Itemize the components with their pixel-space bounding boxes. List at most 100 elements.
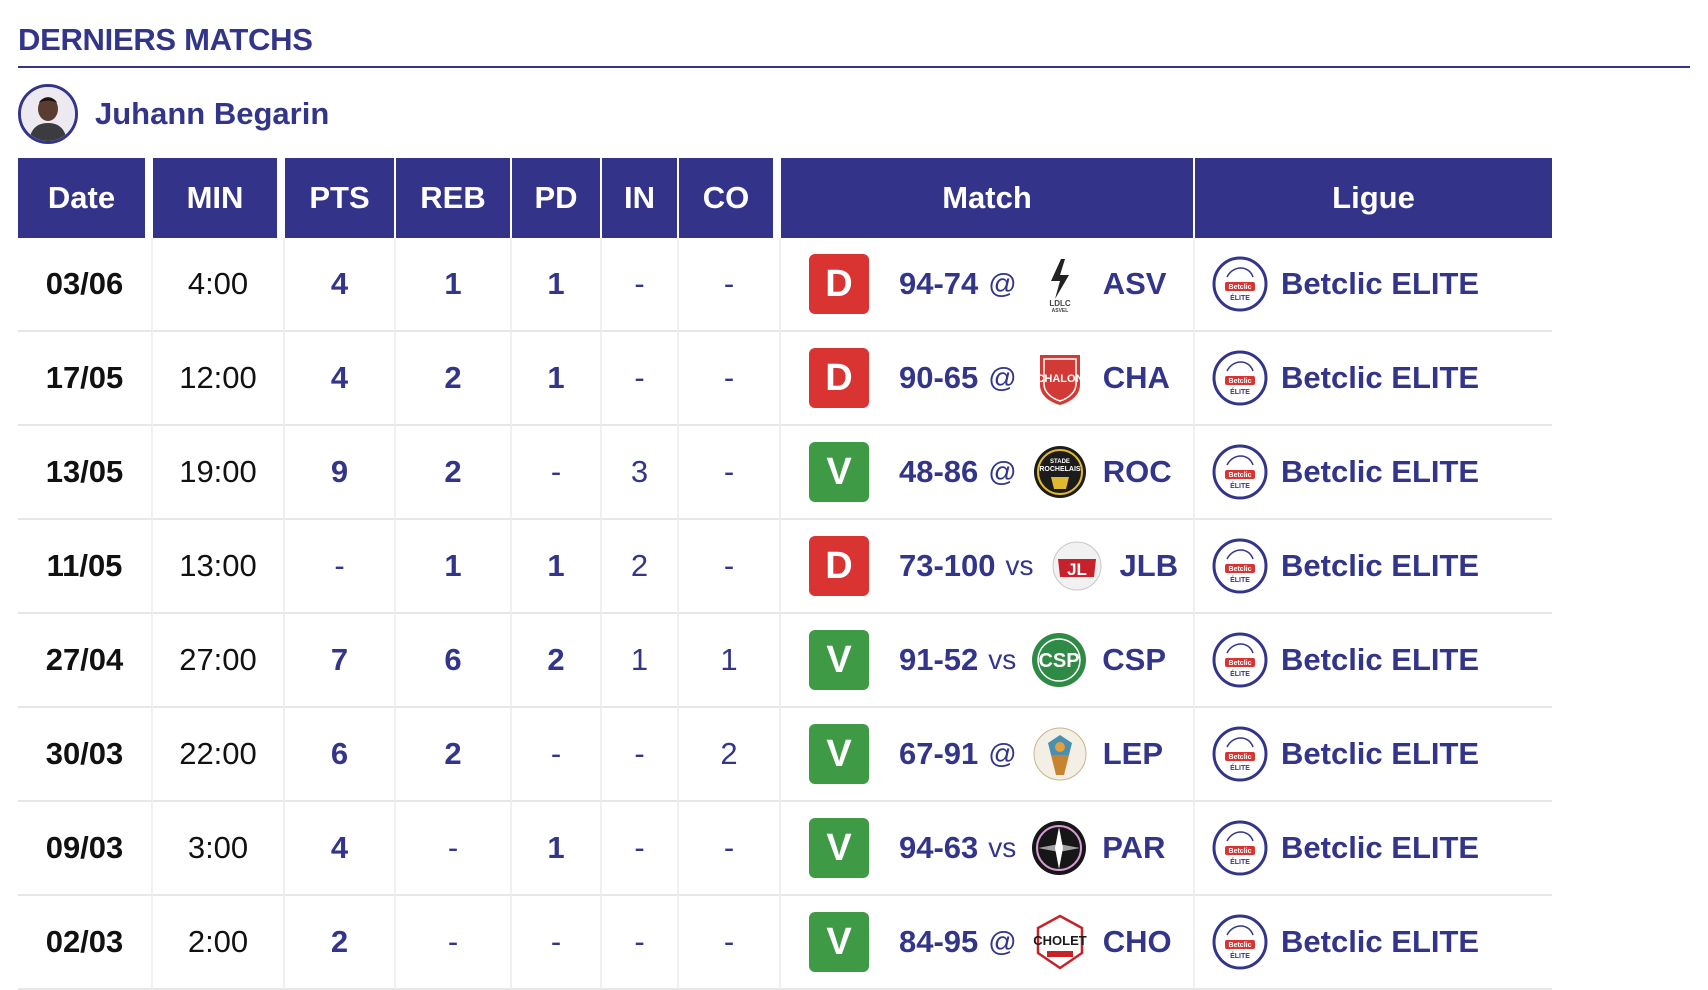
league-name-link[interactable]: Betclic ELITE — [1281, 736, 1480, 771]
league-name-link[interactable]: Betclic ELITE — [1281, 454, 1480, 489]
player-name-link[interactable]: Juhann Begarin — [95, 96, 330, 131]
match-cell[interactable]: D 90-65 @ CHALON CHA — [781, 332, 1195, 426]
league-cell[interactable]: Betclic ÉLITE Betclic ELITE — [1195, 426, 1552, 520]
league-cell[interactable]: Betclic ÉLITE Betclic ELITE — [1195, 708, 1552, 802]
blocks-cell: - — [679, 520, 781, 614]
table-row: 09/03 3:00 4 - 1 - - V 94-63 vs PAR Betc… — [18, 802, 1552, 896]
score-link[interactable]: 94-74 — [899, 266, 979, 301]
opponent-abbr[interactable]: LEP — [1102, 736, 1164, 771]
steals-cell: - — [602, 708, 679, 802]
date-cell: 02/03 — [18, 896, 153, 990]
date-cell: 17/05 — [18, 332, 153, 426]
result-badge: V — [809, 818, 869, 878]
header-match: Match — [781, 158, 1195, 238]
assists-cell: 1 — [512, 238, 602, 332]
score-link[interactable]: 90-65 — [899, 360, 979, 395]
assists-cell: 1 — [512, 802, 602, 896]
league-cell[interactable]: Betclic ÉLITE Betclic ELITE — [1195, 614, 1552, 708]
league-cell[interactable]: Betclic ÉLITE Betclic ELITE — [1195, 896, 1552, 990]
stade-rochelais-icon: STADE ROCHELAIS — [1031, 443, 1089, 501]
minutes-cell: 12:00 — [153, 332, 285, 426]
score-link[interactable]: 48-86 — [899, 454, 979, 489]
opponent-abbr[interactable]: ROC — [1102, 454, 1172, 489]
header-co[interactable]: CO — [679, 158, 781, 238]
league-name-link[interactable]: Betclic ELITE — [1281, 830, 1480, 865]
svg-text:STADE: STADE — [1050, 459, 1070, 465]
score-link[interactable]: 91-52 — [899, 642, 979, 677]
header-min[interactable]: MIN — [153, 158, 285, 238]
match-cell[interactable]: D 94-74 @ LDLC ASVEL ASV — [781, 238, 1195, 332]
minutes-cell: 27:00 — [153, 614, 285, 708]
date-cell: 03/06 — [18, 238, 153, 332]
blocks-cell: - — [679, 426, 781, 520]
header-in[interactable]: IN — [602, 158, 679, 238]
svg-text:LDLC: LDLC — [1049, 299, 1071, 308]
header-date[interactable]: Date — [18, 158, 153, 238]
points-cell: 6 — [285, 708, 396, 802]
match-cell[interactable]: D 73-100 vs JL JLB — [781, 520, 1195, 614]
header-reb[interactable]: REB — [396, 158, 512, 238]
steals-cell: 1 — [602, 614, 679, 708]
league-cell[interactable]: Betclic ÉLITE Betclic ELITE — [1195, 332, 1552, 426]
score-link[interactable]: 84-95 — [899, 924, 979, 959]
svg-text:Betclic: Betclic — [1229, 660, 1252, 667]
league-name-link[interactable]: Betclic ELITE — [1281, 548, 1480, 583]
opponent-abbr[interactable]: JLB — [1119, 548, 1179, 583]
rebounds-cell: - — [396, 802, 512, 896]
betclic-elite-icon: Betclic ÉLITE — [1211, 443, 1269, 501]
match-cell[interactable]: V 94-63 vs PAR — [781, 802, 1195, 896]
rebounds-cell: 1 — [396, 520, 512, 614]
league-cell[interactable]: Betclic ÉLITE Betclic ELITE — [1195, 238, 1552, 332]
points-cell: - — [285, 520, 396, 614]
steals-cell: - — [602, 332, 679, 426]
cholet-basket-icon: CHOLET — [1031, 913, 1089, 971]
csp-limoges-icon: CSP — [1030, 631, 1088, 689]
table-row: 11/05 13:00 - 1 1 2 - D 73-100 vs JL JLB… — [18, 520, 1552, 614]
opponent-abbr[interactable]: CHA — [1102, 360, 1170, 395]
result-badge: V — [809, 630, 869, 690]
svg-text:ÉLITE: ÉLITE — [1230, 481, 1250, 490]
assists-cell: 2 — [512, 614, 602, 708]
table-row: 02/03 2:00 2 - - - - V 84-95 @ CHOLET CH… — [18, 896, 1552, 990]
league-name-link[interactable]: Betclic ELITE — [1281, 924, 1480, 959]
league-cell[interactable]: Betclic ÉLITE Betclic ELITE — [1195, 802, 1552, 896]
league-cell[interactable]: Betclic ÉLITE Betclic ELITE — [1195, 520, 1552, 614]
opponent-abbr[interactable]: CSP — [1102, 642, 1167, 677]
player-photo-icon — [21, 87, 75, 141]
date-cell: 11/05 — [18, 520, 153, 614]
score-link[interactable]: 94-63 — [899, 830, 979, 865]
svg-text:ÉLITE: ÉLITE — [1230, 387, 1250, 396]
match-cell[interactable]: V 91-52 vs CSP CSP — [781, 614, 1195, 708]
match-cell[interactable]: V 67-91 @ LEP — [781, 708, 1195, 802]
blocks-cell: 2 — [679, 708, 781, 802]
svg-text:CSP: CSP — [1039, 650, 1080, 672]
match-cell[interactable]: V 84-95 @ CHOLET CHO — [781, 896, 1195, 990]
svg-text:Betclic: Betclic — [1229, 472, 1252, 479]
points-cell: 4 — [285, 332, 396, 426]
score-link[interactable]: 67-91 — [899, 736, 979, 771]
points-cell: 4 — [285, 802, 396, 896]
score-link[interactable]: 73-100 — [899, 548, 996, 583]
table-row: 30/03 22:00 6 2 - - 2 V 67-91 @ LEP Betc… — [18, 708, 1552, 802]
player-header[interactable]: Juhann Begarin — [18, 84, 329, 144]
table-header-row: Date MIN PTS REB PD IN CO Match Ligue — [18, 158, 1552, 238]
minutes-cell: 2:00 — [153, 896, 285, 990]
opponent-abbr[interactable]: ASV — [1102, 266, 1167, 301]
match-cell[interactable]: V 48-86 @ STADE ROCHELAIS ROC — [781, 426, 1195, 520]
assists-cell: - — [512, 896, 602, 990]
player-avatar[interactable] — [18, 84, 78, 144]
svg-text:ÉLITE: ÉLITE — [1230, 575, 1250, 584]
svg-text:Betclic: Betclic — [1229, 566, 1252, 573]
header-pd[interactable]: PD — [512, 158, 602, 238]
opponent-abbr[interactable]: CHO — [1102, 924, 1172, 959]
league-name-link[interactable]: Betclic ELITE — [1281, 266, 1480, 301]
le-portel-icon — [1031, 725, 1089, 783]
rebounds-cell: 2 — [396, 426, 512, 520]
rebounds-cell: 6 — [396, 614, 512, 708]
league-name-link[interactable]: Betclic ELITE — [1281, 360, 1480, 395]
date-cell: 30/03 — [18, 708, 153, 802]
header-pts[interactable]: PTS — [285, 158, 396, 238]
steals-cell: - — [602, 896, 679, 990]
league-name-link[interactable]: Betclic ELITE — [1281, 642, 1480, 677]
opponent-abbr[interactable]: PAR — [1102, 830, 1166, 865]
